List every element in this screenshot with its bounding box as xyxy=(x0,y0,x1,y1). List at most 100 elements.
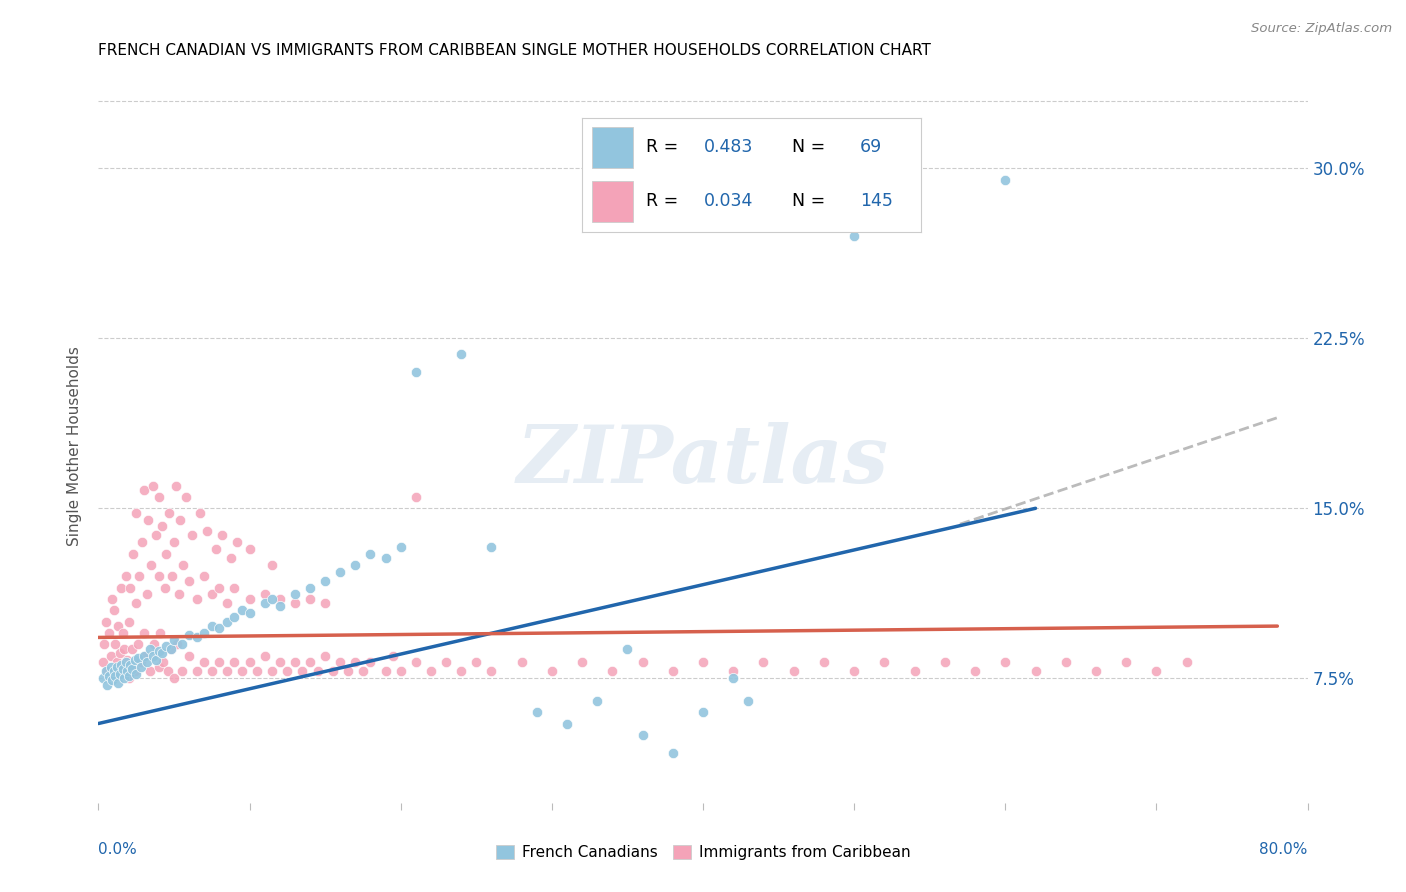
Point xyxy=(100,648,122,663)
Point xyxy=(115,653,138,667)
Point xyxy=(120,581,142,595)
Point xyxy=(128,569,150,583)
Point xyxy=(208,656,231,670)
Point xyxy=(224,610,246,624)
Point xyxy=(299,581,322,595)
Point xyxy=(231,603,253,617)
Point xyxy=(100,660,122,674)
Point xyxy=(276,665,298,679)
Point xyxy=(284,597,307,611)
Point xyxy=(142,478,165,492)
Point xyxy=(231,665,253,679)
Point xyxy=(186,631,208,645)
Text: 80.0%: 80.0% xyxy=(1260,842,1308,857)
Point xyxy=(112,671,135,685)
Point xyxy=(179,574,201,588)
Point xyxy=(450,665,472,679)
Point xyxy=(344,656,367,670)
Point xyxy=(150,519,173,533)
Point xyxy=(783,665,806,679)
Point xyxy=(692,656,714,670)
Point xyxy=(336,665,359,679)
Point xyxy=(134,648,156,663)
Point xyxy=(179,628,201,642)
Point xyxy=(284,587,307,601)
Point xyxy=(382,648,405,663)
Point xyxy=(226,535,249,549)
Point xyxy=(307,665,329,679)
Point xyxy=(904,665,927,679)
Point xyxy=(167,587,190,601)
Point xyxy=(201,619,224,633)
Point xyxy=(1144,665,1167,679)
Point xyxy=(723,671,745,685)
Point xyxy=(132,648,155,663)
Point xyxy=(934,656,956,670)
Point xyxy=(170,637,193,651)
Point xyxy=(262,591,284,606)
Point xyxy=(239,606,262,620)
Point xyxy=(374,551,396,566)
Point xyxy=(299,656,322,670)
Point xyxy=(163,671,186,685)
Point xyxy=(121,662,143,676)
Point xyxy=(269,591,291,606)
Point xyxy=(201,587,224,601)
Point xyxy=(389,665,412,679)
Point xyxy=(132,626,155,640)
Point xyxy=(420,665,443,679)
Point xyxy=(148,660,170,674)
Point xyxy=(602,665,624,679)
Point xyxy=(98,669,121,683)
Point xyxy=(188,506,211,520)
Point xyxy=(101,673,124,688)
Point xyxy=(163,535,186,549)
Point xyxy=(450,347,472,361)
Point xyxy=(94,665,117,679)
Point xyxy=(616,641,638,656)
Point xyxy=(108,646,131,660)
Point xyxy=(145,653,167,667)
Point xyxy=(737,694,759,708)
Point xyxy=(221,551,243,566)
Point xyxy=(631,656,654,670)
Point xyxy=(465,656,488,670)
Point xyxy=(98,626,121,640)
Point xyxy=(91,671,114,685)
Point xyxy=(155,547,177,561)
Point xyxy=(1175,656,1198,670)
Point xyxy=(179,648,201,663)
Point xyxy=(873,656,896,670)
Point xyxy=(145,528,167,542)
Point xyxy=(148,490,170,504)
Point xyxy=(160,641,183,656)
Point xyxy=(195,524,218,538)
Point xyxy=(344,558,367,572)
Point xyxy=(124,665,146,679)
Point xyxy=(329,656,352,670)
Point xyxy=(103,669,125,683)
Point xyxy=(239,656,262,670)
Point xyxy=(262,665,284,679)
Point xyxy=(170,665,193,679)
Point xyxy=(224,581,246,595)
Point xyxy=(120,657,142,672)
Point xyxy=(224,656,246,670)
Point xyxy=(291,665,314,679)
Point xyxy=(994,173,1017,187)
Point xyxy=(193,656,215,670)
Point xyxy=(114,656,136,670)
Point xyxy=(174,490,197,504)
Point xyxy=(389,540,412,554)
Point xyxy=(121,641,143,656)
Point xyxy=(246,665,269,679)
Point xyxy=(1054,656,1077,670)
Point xyxy=(129,656,152,670)
Point xyxy=(139,665,162,679)
Point xyxy=(965,665,987,679)
Point xyxy=(152,656,174,670)
Point xyxy=(111,626,134,640)
Point xyxy=(148,569,170,583)
Point xyxy=(163,632,186,647)
Point xyxy=(125,666,148,681)
